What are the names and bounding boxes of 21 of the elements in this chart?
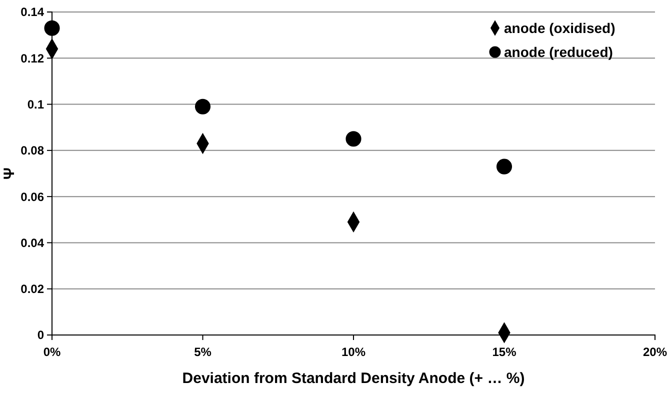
y-tick-label: 0.12: [20, 51, 44, 66]
point: [44, 20, 60, 36]
y-tick-label: 0: [37, 328, 44, 342]
point: [346, 131, 362, 147]
y-tick-label: 0.14: [20, 5, 44, 20]
x-tick-label: 20%: [642, 345, 668, 360]
x-tick-label: 5%: [194, 345, 212, 360]
x-tick-label: 0%: [43, 345, 61, 360]
y-tick-label: 0.02: [20, 282, 44, 296]
y-tick-label: 0.06: [20, 190, 44, 204]
y-axis-title: Ψ: [1, 167, 18, 180]
x-axis-title: Deviation from Standard Density Anode (+ … %): [182, 370, 525, 387]
y-tick-label: 0.1: [27, 97, 44, 112]
point: [194, 98, 211, 114]
legend-label: anode (reduced): [504, 44, 613, 60]
point: [496, 158, 512, 174]
x-tick-label: 15%: [492, 345, 517, 360]
y-tick-label: 0.08: [20, 144, 44, 158]
x-tick-label: 10%: [341, 345, 366, 360]
legend-label: anode (oxidised): [504, 20, 616, 36]
y-tick-label: 0.04: [20, 236, 44, 250]
